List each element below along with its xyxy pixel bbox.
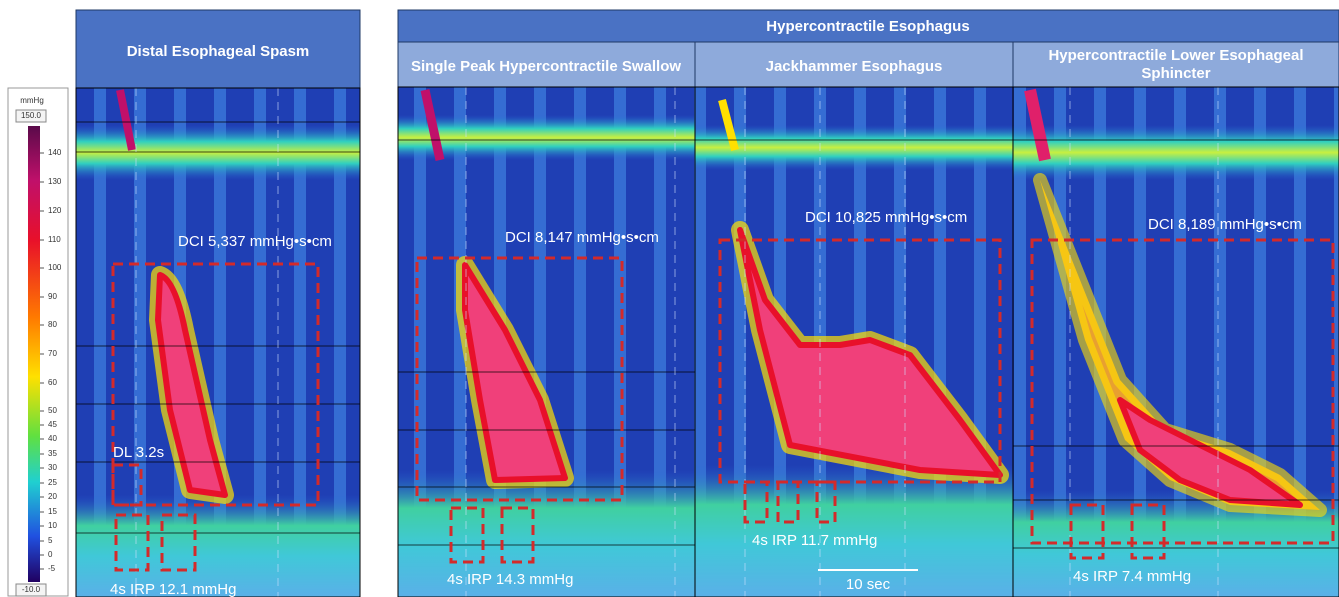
colorbar-tick-label: 45 — [48, 420, 57, 429]
colorbar-tick-label: 100 — [48, 263, 62, 272]
panel-title: Sphincter — [1141, 65, 1210, 82]
colorbar-tick-label: 60 — [48, 378, 57, 387]
colorbar-tick-label: 10 — [48, 521, 57, 530]
panel-title: Jackhammer Esophagus — [766, 58, 943, 75]
colorbar-tick-label: 40 — [48, 434, 57, 443]
colorbar-unit: mmHg — [20, 96, 44, 105]
irp-label: 4s IRP 7.4 mmHg — [1073, 568, 1191, 585]
colorbar-tick-label: 15 — [48, 507, 57, 516]
colorbar-tick-label: 130 — [48, 177, 62, 186]
colorbar-tick-label: -5 — [48, 564, 56, 573]
colorbar-tick-label: 70 — [48, 349, 57, 358]
group-title: Hypercontractile Esophagus — [766, 18, 969, 35]
dci-label: DCI 8,147 mmHg•s•cm — [505, 229, 659, 246]
colorbar-tick-label: 30 — [48, 463, 57, 472]
panel-title: Hypercontractile Lower Esophageal — [1048, 47, 1303, 64]
header — [75, 9, 361, 89]
colorbar-tick-label: 35 — [48, 449, 57, 458]
colorbar-min: -10.0 — [22, 585, 41, 594]
colorbar-tick-label: 90 — [48, 292, 57, 301]
colorbar-tick-label: 20 — [48, 492, 57, 501]
colorbar-max: 150.0 — [21, 111, 42, 120]
dci-label: DCI 5,337 mmHg•s•cm — [178, 233, 332, 250]
irp-label: 4s IRP 14.3 mmHg — [447, 571, 573, 588]
subheader — [397, 41, 696, 88]
topography — [75, 86, 1339, 597]
irp-label: 4s IRP 12.1 mmHg — [110, 581, 236, 597]
colorbar-tick-label: 140 — [48, 148, 62, 157]
colorbar-tick-label: 0 — [48, 550, 53, 559]
colorbar-tick-label: 110 — [48, 235, 61, 244]
subheader — [694, 41, 1014, 88]
colorbar: mmHg 150.0 14013012011010090807060504540… — [7, 87, 69, 597]
subheader — [1012, 41, 1339, 88]
panel-title: Single Peak Hypercontractile Swallow — [411, 58, 681, 75]
colorbar-tick-label: 50 — [48, 406, 57, 415]
colorbar-tick-label: 5 — [48, 536, 53, 545]
colorbar-tick-label: 80 — [48, 320, 57, 329]
colorbar-tick-label: 120 — [48, 206, 62, 215]
scale-bar-label: 10 sec — [846, 576, 891, 593]
annotation-boxes — [111, 238, 1335, 572]
dci-label: DCI 8,189 mmHg•s•cm — [1148, 216, 1302, 233]
irp-label: 4s IRP 11.7 mmHg — [752, 532, 877, 549]
dci-label: DCI 10,825 mmHg•s•cm — [805, 209, 967, 226]
header — [397, 9, 1339, 43]
panel-title: Distal Esophageal Spasm — [127, 43, 310, 60]
dl-label: DL 3.2s — [113, 444, 164, 461]
colorbar-tick-label: 25 — [48, 478, 57, 487]
